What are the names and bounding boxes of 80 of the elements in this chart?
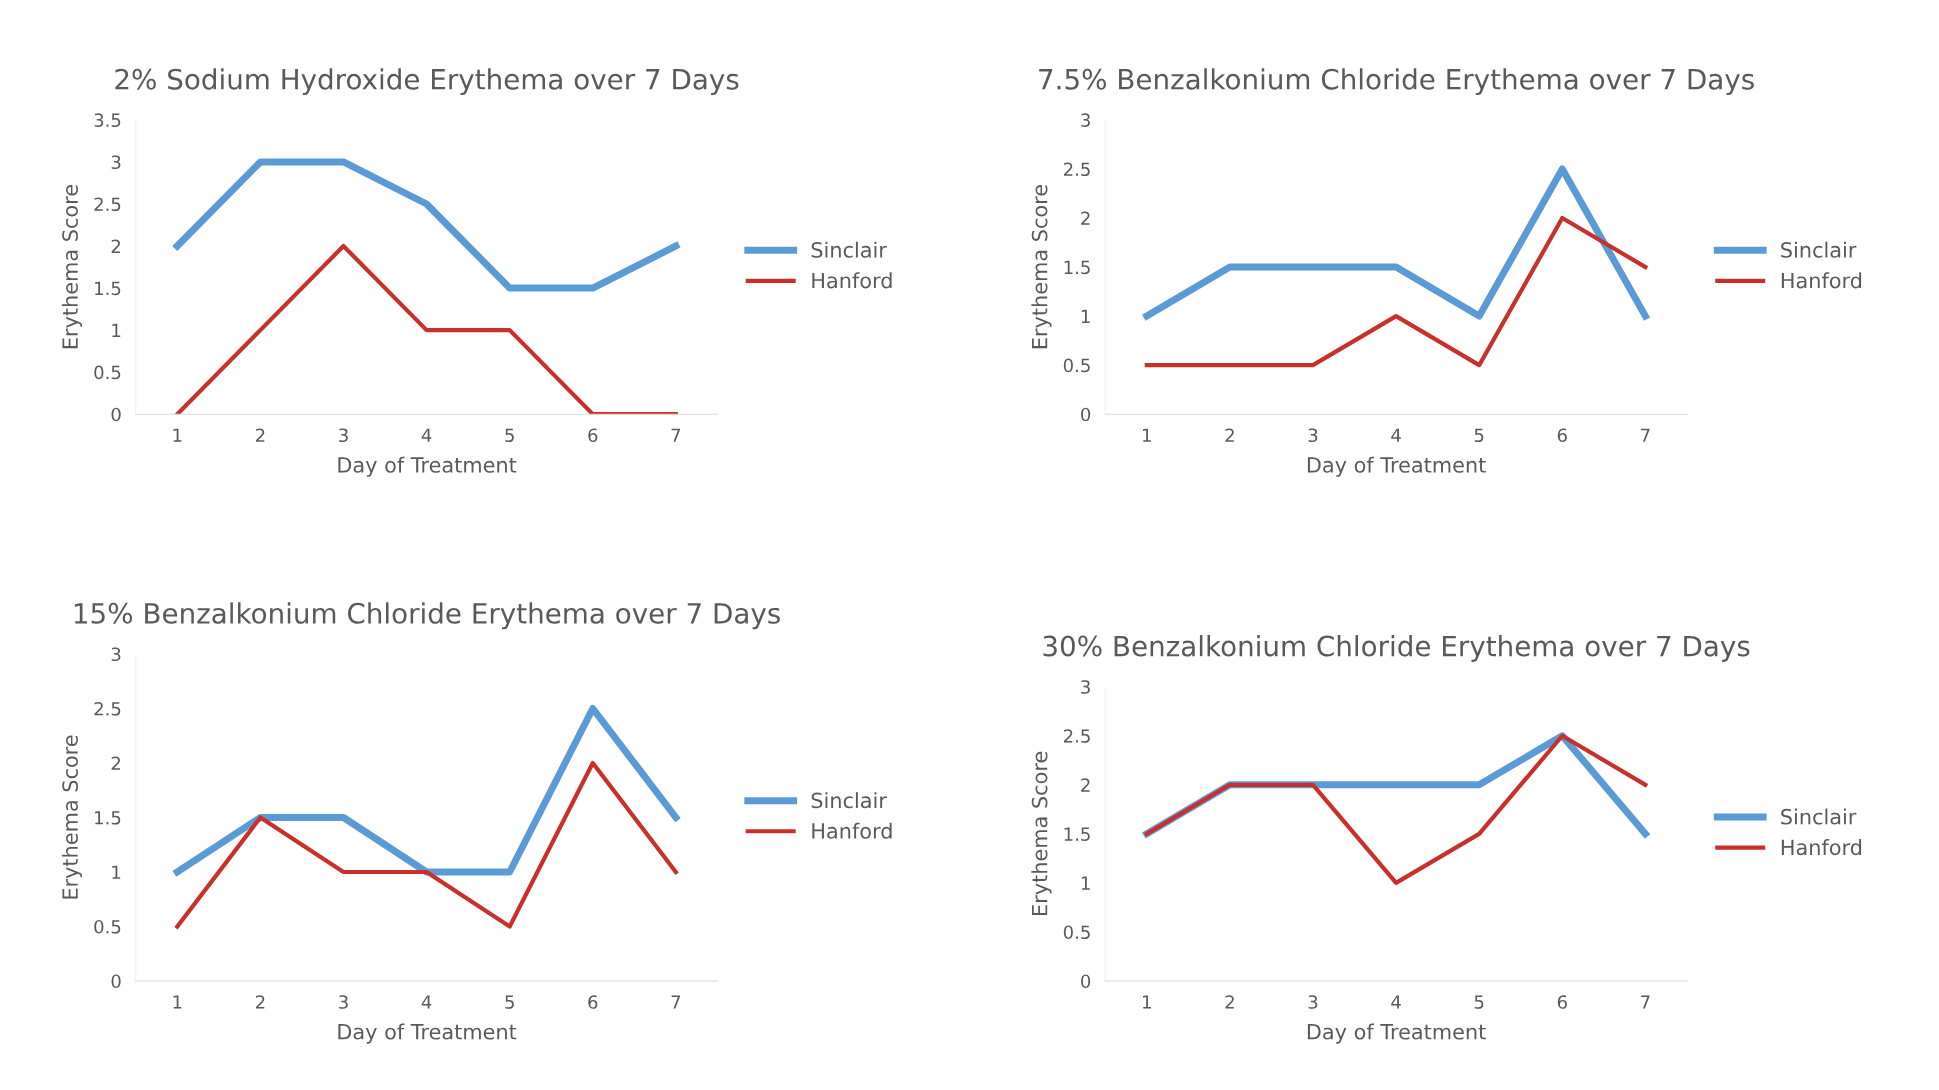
y-axis-title: Erythema Score <box>1031 185 1052 349</box>
y-tick-label: 2 <box>1081 778 1090 792</box>
x-tick-label: 5 <box>505 995 514 1009</box>
y-tick-label: 0 <box>1081 407 1091 422</box>
x-axis-title: Day of Treatment <box>338 1023 517 1044</box>
y-tick-label: 1 <box>112 865 121 879</box>
chart-title: 15% Benzalkonium Chloride Erythema over 7 Days <box>74 602 780 630</box>
x-tick-label: 2 <box>1225 995 1234 1009</box>
x-tick-label: 1 <box>173 995 182 1009</box>
y-tick-label: 0.5 <box>94 365 121 380</box>
line-series <box>1144 215 1648 368</box>
y-tick-label: 2 <box>1081 211 1090 225</box>
y-axis-title: Erythema Score <box>61 735 83 899</box>
x-tick-label: 1 <box>173 428 182 442</box>
y-tick-label: 1 <box>1081 309 1090 323</box>
legend-label: Sinclair <box>811 792 887 809</box>
legend-label: Hanford <box>812 272 892 289</box>
x-tick-label: 7 <box>1641 995 1650 1009</box>
x-tick-label: 5 <box>1474 428 1484 443</box>
x-tick-label: 2 <box>1225 428 1234 442</box>
x-tick-label: 7 <box>671 428 681 442</box>
x-tick-label: 2 <box>255 995 265 1009</box>
line-series <box>175 760 678 929</box>
y-axis-title: Erythema Score <box>61 185 83 349</box>
x-tick-label: 3 <box>1308 995 1318 1009</box>
chart-title: 2% Sodium Hydroxide Erythema over 7 Days <box>115 68 739 96</box>
legend-label: Sinclair <box>1781 808 1857 825</box>
y-tick-label: 1 <box>112 323 121 337</box>
x-tick-label: 4 <box>421 428 432 442</box>
x-tick-label: 7 <box>1641 428 1650 442</box>
y-tick-label: 3 <box>1081 113 1090 128</box>
x-axis-title: Day of Treatment <box>1307 1023 1486 1044</box>
y-tick-label: 1.5 <box>95 281 121 296</box>
y-tick-label: 0.5 <box>94 919 121 934</box>
x-tick-label: 4 <box>1391 995 1401 1009</box>
x-tick-label: 6 <box>588 428 598 443</box>
x-tick-label: 4 <box>421 995 432 1009</box>
y-tick-label: 2.5 <box>94 197 121 212</box>
y-tick-label: 3 <box>111 155 121 170</box>
y-tick-label: 1.5 <box>95 811 121 825</box>
y-tick-label: 3.5 <box>94 113 121 128</box>
legend-label: Hanford <box>1781 272 1862 289</box>
y-tick-label: 1.5 <box>1064 260 1090 275</box>
x-axis-title: Day of Treatment <box>338 456 517 477</box>
x-tick-label: 4 <box>1391 428 1401 442</box>
legend-label: Hanford <box>812 822 892 839</box>
x-tick-label: 1 <box>1143 995 1151 1009</box>
x-tick-label: 6 <box>1557 995 1567 1009</box>
y-tick-label: 0 <box>111 974 121 989</box>
y-tick-label: 2 <box>111 756 121 770</box>
line-series <box>1144 733 1648 885</box>
x-tick-label: 1 <box>1143 428 1151 442</box>
x-tick-label: 5 <box>505 428 514 443</box>
chart-title: 30% Benzalkonium Chloride Erythema over 7 Days <box>1043 635 1750 662</box>
x-tick-label: 6 <box>1557 428 1567 443</box>
y-tick-label: 2.5 <box>94 701 121 716</box>
legend-label: Sinclair <box>1781 241 1857 258</box>
y-tick-label: 0 <box>1081 974 1091 989</box>
x-tick-label: 5 <box>1474 995 1484 1009</box>
x-tick-label: 3 <box>339 428 348 443</box>
x-tick-label: 6 <box>588 995 598 1009</box>
y-tick-label: 3 <box>111 647 121 662</box>
x-axis-title: Day of Treatment <box>1307 456 1486 477</box>
y-tick-label: 2.5 <box>1063 162 1090 177</box>
chart-title: 7.5% Benzalkonium Chloride Erythema over 7 Days <box>1039 68 1754 96</box>
y-tick-label: 3 <box>1081 680 1090 694</box>
x-tick-label: 3 <box>339 995 348 1009</box>
y-tick-label: 1.5 <box>1064 827 1090 841</box>
y-tick-label: 0.5 <box>1063 925 1090 940</box>
y-tick-label: 0.5 <box>1063 358 1090 373</box>
legend-label: Hanford <box>1781 839 1862 856</box>
y-tick-label: 2 <box>111 239 121 253</box>
y-tick-label: 0 <box>111 407 121 422</box>
y-axis-title: Erythema Score <box>1031 751 1052 915</box>
y-tick-label: 1 <box>1081 876 1090 890</box>
y-tick-label: 2.5 <box>1063 729 1090 743</box>
legend-label: Sinclair <box>811 241 887 258</box>
x-tick-label: 3 <box>1308 428 1318 443</box>
x-tick-label: 7 <box>671 995 681 1009</box>
x-tick-label: 2 <box>255 428 265 442</box>
